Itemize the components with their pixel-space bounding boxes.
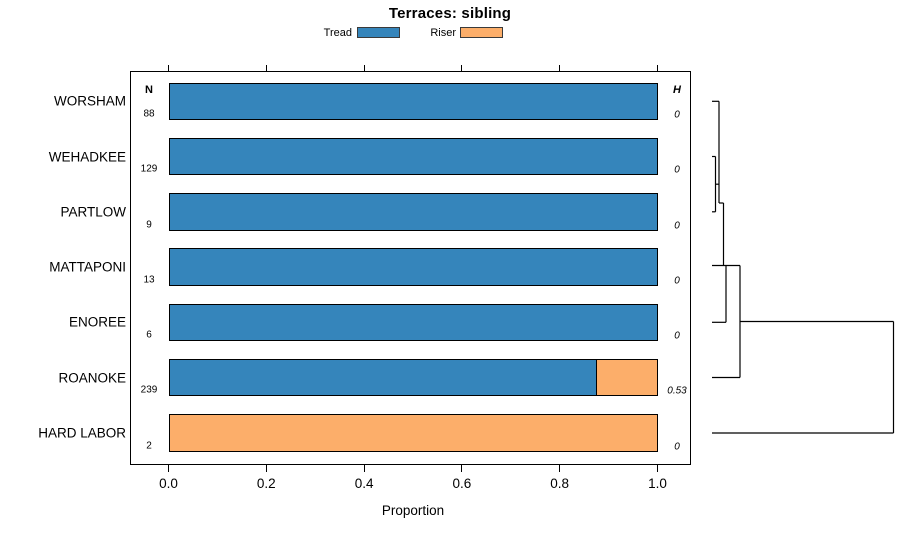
chart-title: Terraces: sibling [388, 5, 512, 22]
x-axis-tick-bottom [363, 465, 365, 472]
bar-segment-tread [169, 304, 657, 341]
h-value: 0 [674, 109, 680, 121]
x-axis-tick-bottom [559, 465, 561, 472]
h-value: 0 [674, 164, 680, 176]
x-axis-tick-top [657, 65, 658, 71]
x-axis-title: Proportion [381, 503, 445, 518]
x-axis-tick-label: 0.0 [159, 476, 178, 491]
category-label: MATTAPONI [49, 259, 126, 275]
h-value: 0 [674, 441, 680, 453]
x-axis-tick-top [461, 65, 463, 71]
x-axis-tick-label: 0.2 [256, 476, 276, 491]
x-axis-tick-bottom [657, 465, 658, 472]
n-column-header: N [145, 84, 153, 96]
category-label: HARD LABOR [38, 425, 126, 441]
x-axis-tick-top [559, 65, 561, 71]
category-label: PARTLOW [60, 204, 126, 220]
category-label: ROANOKE [58, 370, 126, 386]
legend-label-tread: Tread [323, 27, 352, 39]
n-value: 239 [140, 384, 158, 396]
n-value: 9 [146, 219, 152, 231]
n-value: 6 [146, 329, 152, 341]
x-axis-tick-bottom [461, 465, 463, 472]
n-value: 88 [143, 108, 155, 120]
proportion-bar [168, 82, 658, 121]
proportion-bar [168, 248, 658, 286]
x-axis-tick-top [265, 65, 267, 71]
h-value: 0.53 [667, 385, 687, 397]
bar-segment-tread [169, 359, 596, 396]
x-axis-tick-bottom [168, 465, 169, 472]
proportion-bar [168, 358, 658, 397]
legend-label-riser: Riser [430, 27, 456, 39]
h-value: 0 [674, 330, 680, 342]
h-value: 0 [674, 275, 680, 287]
x-axis-tick-label: 0.4 [354, 476, 374, 491]
x-axis-tick-top [363, 65, 365, 71]
bar-segment-tread [169, 83, 657, 120]
bar-segment-riser [169, 415, 657, 451]
h-value: 0 [674, 220, 680, 232]
proportion-bar [168, 303, 658, 342]
legend-swatch-riser [460, 27, 503, 38]
x-axis-tick-top [168, 65, 169, 71]
x-axis-tick-label: 0.6 [452, 476, 472, 491]
category-label: ENOREE [68, 314, 126, 330]
n-value: 129 [140, 163, 158, 175]
x-axis-tick-label: 1.0 [648, 476, 667, 491]
proportion-bar [168, 414, 658, 452]
n-value: 13 [143, 274, 155, 286]
proportion-bar [168, 137, 658, 176]
legend-swatch-tread [357, 27, 400, 38]
x-axis-tick-label: 0.8 [550, 476, 570, 491]
category-label: WORSHAM [54, 93, 126, 109]
bar-segment-riser [595, 359, 657, 396]
proportion-bar [168, 193, 658, 231]
bar-segment-tread [169, 138, 657, 175]
x-axis-tick-bottom [265, 465, 267, 472]
category-label: WEHADKEE [48, 149, 126, 165]
bar-segment-tread [169, 194, 657, 230]
h-column-header: H [673, 84, 681, 96]
n-value: 2 [146, 440, 152, 452]
bar-segment-tread [169, 249, 657, 285]
